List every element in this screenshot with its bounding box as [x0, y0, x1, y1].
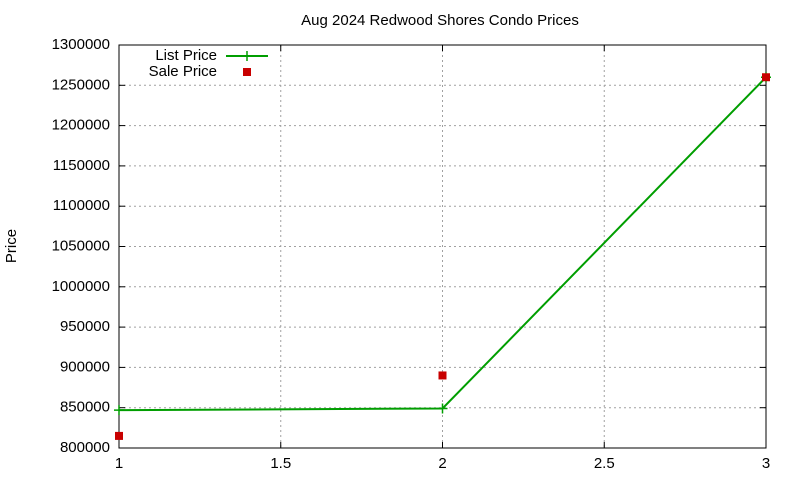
data-point — [437, 403, 448, 414]
y-tick-label: 900000 — [60, 358, 110, 375]
y-tick-label: 850000 — [60, 399, 110, 416]
y-tick-label: 800000 — [60, 439, 110, 456]
y-tick-label: 1100000 — [53, 197, 110, 214]
y-axis-label: Price — [3, 229, 20, 263]
data-point — [762, 73, 770, 82]
y-tick-label: 950000 — [60, 318, 110, 335]
legend-marker — [243, 68, 251, 76]
y-tick-label: 1050000 — [52, 237, 110, 254]
data-point — [438, 371, 447, 380]
x-tick-label: 2.5 — [594, 455, 615, 472]
data-point — [114, 405, 124, 416]
chart-title: Aug 2024 Redwood Shores Condo Prices — [301, 12, 579, 29]
legend-marker — [242, 51, 252, 61]
legend-label: List Price — [155, 47, 217, 64]
x-tick-label: 1 — [115, 455, 123, 472]
y-tick-label: 1300000 — [52, 36, 110, 53]
y-tick-label: 1200000 — [52, 117, 110, 134]
x-tick-label: 1.5 — [270, 455, 291, 472]
plot-border — [118, 44, 767, 449]
legend-label: Sale Price — [149, 63, 217, 80]
data-point — [115, 431, 123, 440]
x-tick-label: 3 — [762, 455, 770, 472]
y-tick-label: 1150000 — [53, 157, 110, 174]
y-tick-label: 1250000 — [52, 76, 110, 93]
y-tick-label: 1000000 — [52, 278, 110, 295]
x-tick-label: 2 — [438, 455, 446, 472]
